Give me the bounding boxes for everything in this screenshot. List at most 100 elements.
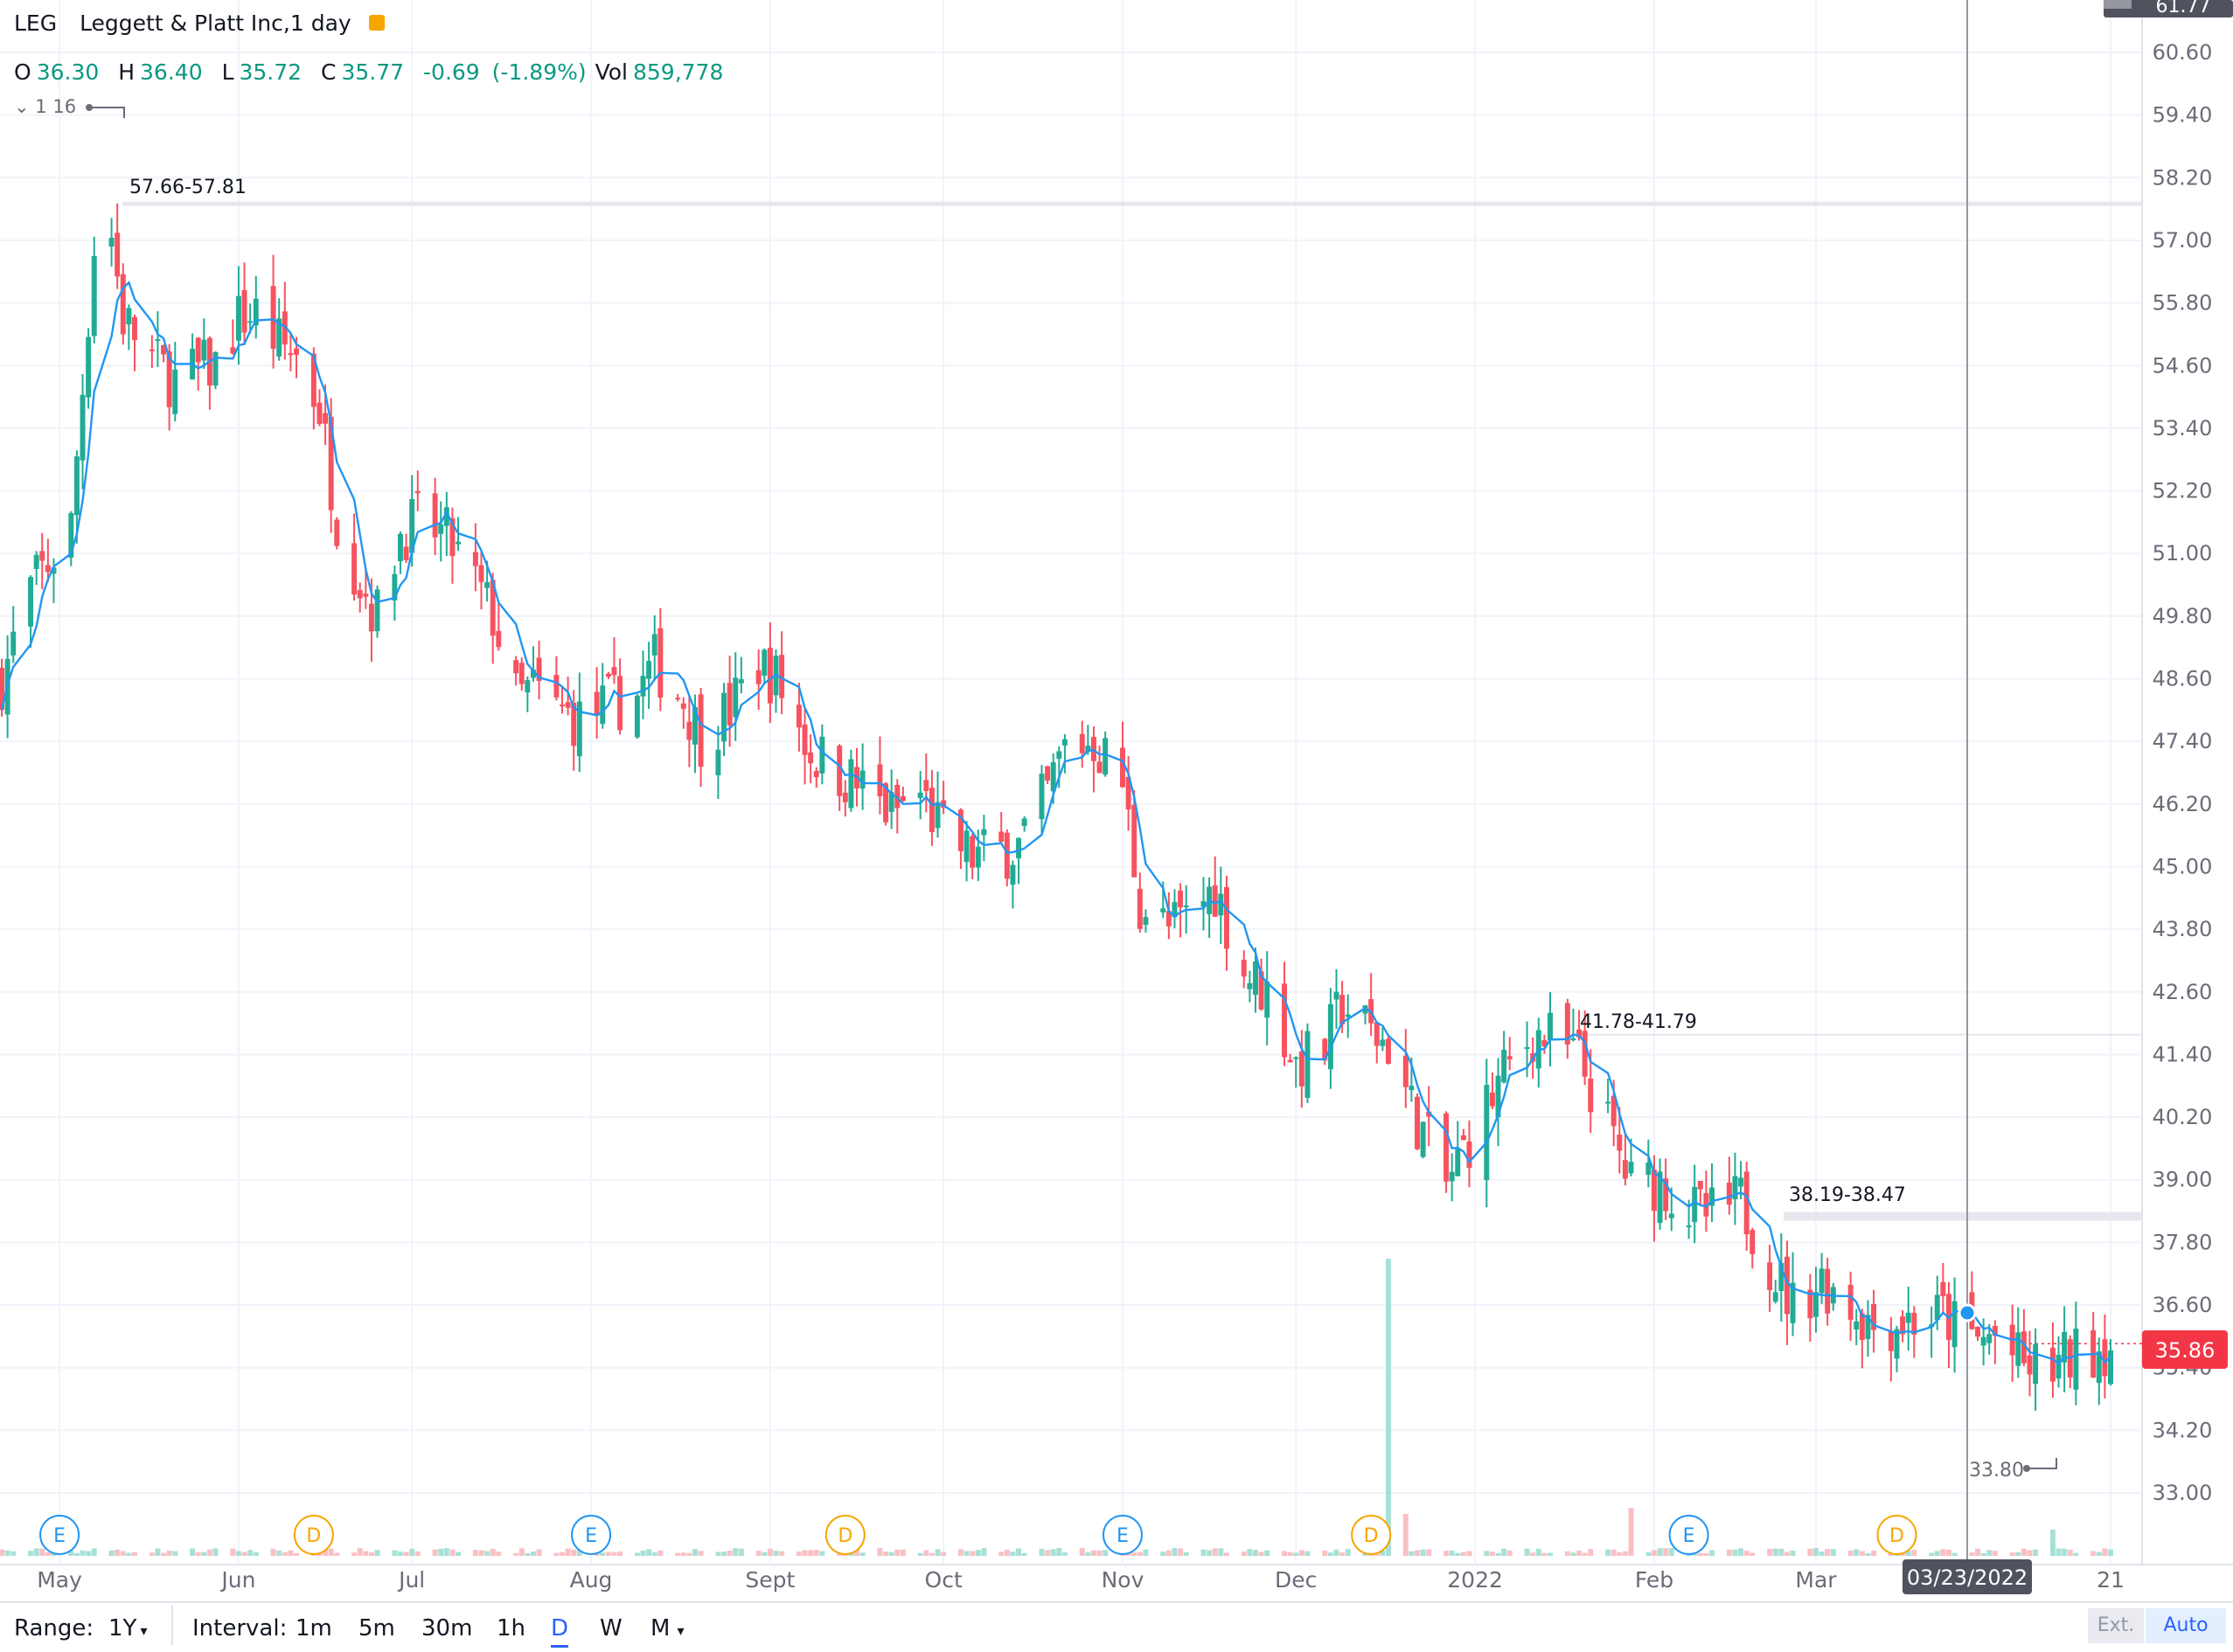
candle-body xyxy=(1772,1292,1778,1302)
candle-body xyxy=(294,348,299,355)
candle-body xyxy=(571,703,577,746)
volume-bar xyxy=(155,1548,161,1556)
interval-5m[interactable]: 5m xyxy=(358,1615,395,1642)
candle-body xyxy=(611,667,617,676)
volume-bar xyxy=(1426,1549,1432,1556)
volume-bar xyxy=(1610,1549,1617,1556)
volume-bar xyxy=(120,1551,126,1556)
interval-30m[interactable]: 30m xyxy=(421,1615,473,1642)
price-tick-label: 58.20 xyxy=(2153,165,2213,190)
candle-body xyxy=(1854,1321,1860,1330)
volume-bar xyxy=(368,1552,374,1556)
volume-value: 859,778 xyxy=(632,59,724,85)
candle-body xyxy=(917,792,923,798)
candle-body xyxy=(1871,1303,1877,1330)
volume-bar xyxy=(1409,1551,1415,1556)
time-axis[interactable]: May Jun Jul Aug Sept Oct Nov Dec 2022 Feb Mar 21 xyxy=(37,1567,2125,1593)
candle-body xyxy=(1103,738,1109,775)
candle-body xyxy=(201,339,207,361)
volume-bar xyxy=(1951,1552,1958,1556)
annotation-low-connector xyxy=(2027,1458,2057,1469)
range-select[interactable]: 1Y ▾ xyxy=(108,1615,147,1642)
interval-m[interactable]: M ▾ xyxy=(650,1615,684,1642)
price-tick-label: 33.00 xyxy=(2153,1481,2213,1505)
volume-bar xyxy=(1738,1548,1744,1556)
data-window-icon[interactable] xyxy=(368,15,385,31)
volume-bar xyxy=(28,1551,34,1556)
candle-body xyxy=(1651,1170,1657,1211)
auto-scale-button[interactable]: Auto xyxy=(2146,1608,2226,1643)
candle-body xyxy=(1911,1312,1917,1335)
volume-bar xyxy=(363,1551,369,1556)
volume-bar xyxy=(755,1551,762,1556)
volume-bar xyxy=(438,1548,444,1556)
volume-bar xyxy=(1484,1551,1490,1556)
candle-body xyxy=(91,255,97,337)
candle-body xyxy=(762,649,768,676)
candle-body xyxy=(1894,1329,1900,1359)
volume-bar xyxy=(813,1550,819,1556)
candle-body xyxy=(755,670,762,684)
symbol[interactable]: LEG xyxy=(14,10,58,36)
volume-bar xyxy=(1200,1549,1207,1556)
candle-body xyxy=(796,705,802,728)
volume-bar xyxy=(883,1551,889,1556)
candle-body xyxy=(1420,1121,1426,1157)
volume-bar xyxy=(1495,1552,1501,1556)
volume-bar xyxy=(2009,1552,2015,1556)
candle-body xyxy=(1703,1193,1709,1217)
price-axis[interactable]: 33.0034.2035.4036.6037.8039.0040.2041.40… xyxy=(2153,40,2213,1505)
volume-bar xyxy=(253,1551,259,1556)
volume-bar xyxy=(1790,1551,1796,1556)
candle-body xyxy=(1402,1055,1409,1087)
volume-bar xyxy=(166,1551,172,1556)
candle-body xyxy=(651,634,657,656)
volume-bar xyxy=(854,1549,859,1556)
candle-body xyxy=(1160,908,1166,913)
volume-bar xyxy=(73,1552,80,1556)
candle-body xyxy=(565,702,571,708)
interval-1h[interactable]: 1h xyxy=(497,1615,526,1642)
volume-bar xyxy=(686,1552,692,1556)
volume-bar xyxy=(1830,1549,1836,1556)
price-tick-label: 53.40 xyxy=(2153,416,2213,441)
volume-bar xyxy=(1975,1548,1980,1556)
interval-d[interactable]: D xyxy=(551,1615,569,1648)
candle-body xyxy=(1253,961,1258,996)
candle-body xyxy=(767,648,773,704)
price-tick-label: 46.20 xyxy=(2153,792,2213,816)
volume-bar xyxy=(692,1549,698,1556)
volume-bar xyxy=(600,1552,606,1556)
volume-bar xyxy=(2062,1548,2068,1556)
grid xyxy=(0,0,2233,1565)
candle-body xyxy=(1096,761,1103,774)
moving-average-line xyxy=(0,280,2111,1365)
interval-w[interactable]: W xyxy=(600,1615,623,1642)
interval-1m[interactable]: 1m xyxy=(296,1615,332,1642)
volume-bar xyxy=(1726,1549,1732,1556)
volume-bar xyxy=(1605,1549,1611,1556)
price-tick-label: 48.60 xyxy=(2153,667,2213,691)
interval-label: Interval: xyxy=(192,1615,288,1642)
volume-bar xyxy=(605,1551,611,1556)
volume-bar xyxy=(357,1548,363,1556)
extended-hours-button[interactable]: Ext. xyxy=(2088,1608,2144,1643)
volume-bar xyxy=(1743,1551,1750,1556)
candle-body xyxy=(963,830,970,863)
volume-bar xyxy=(1374,1552,1380,1556)
volume-bar xyxy=(456,1551,462,1556)
candle-body xyxy=(10,631,17,656)
legend-ohlc: O 36.30 H 36.40 L 35.72 C 35.77 -0.69 (-1.89… xyxy=(14,59,723,85)
candle-body xyxy=(1293,1057,1299,1059)
volume-bar xyxy=(1449,1550,1455,1556)
study-legend[interactable]: ⌄ 1 16 xyxy=(14,96,76,117)
volume-bar xyxy=(1443,1551,1450,1556)
price-tick-label: 51.00 xyxy=(2153,541,2213,566)
chevron-down-icon[interactable]: ⌄ xyxy=(14,96,30,117)
candle-body xyxy=(1859,1313,1865,1340)
candle-body xyxy=(530,670,536,678)
volume-bar xyxy=(941,1551,947,1556)
candle-body xyxy=(819,736,825,774)
volume-bar xyxy=(397,1551,403,1556)
